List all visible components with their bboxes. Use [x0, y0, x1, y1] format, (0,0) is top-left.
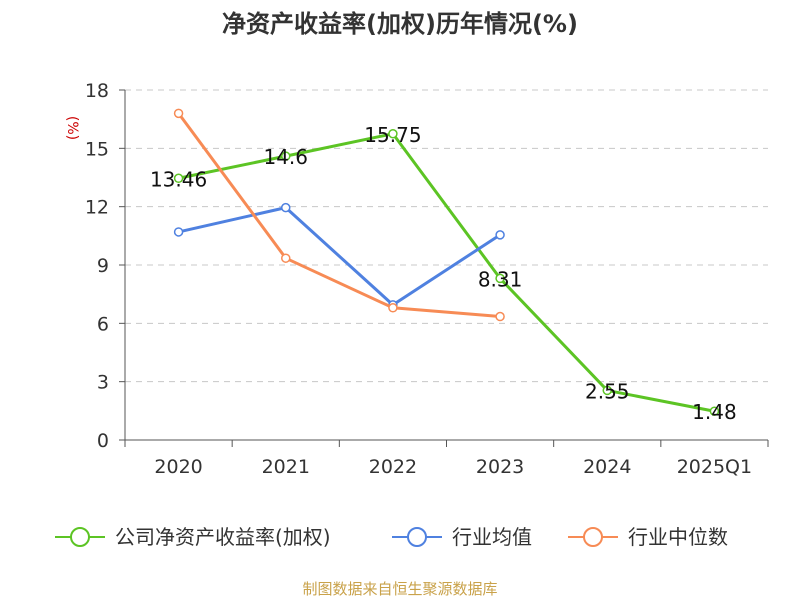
series-line [178, 206, 501, 307]
x-tick-label: 2025Q1 [677, 456, 752, 478]
data-point [173, 227, 184, 237]
legend-marker [407, 527, 427, 547]
legend-item: 公司净资产收益率(加权) [55, 525, 331, 549]
data-point [602, 385, 612, 396]
data-point [495, 230, 505, 240]
x-tick-label: 2021 [262, 456, 310, 478]
x-tick-label: 2024 [583, 456, 631, 478]
data-point [281, 253, 291, 263]
data-labels: 13.46 14.6 15.75 8.31 2.55 1.48 [150, 123, 737, 424]
series-line [177, 112, 501, 319]
y-tick-label: 3 [97, 372, 109, 394]
data-point [388, 303, 398, 313]
series-3 [173, 108, 505, 322]
legend-label: 行业中位数 [628, 525, 728, 549]
data-label: 1.48 [692, 400, 737, 424]
y-tick-label: 6 [97, 313, 109, 335]
data-point [173, 173, 184, 184]
data-label: 2.55 [585, 379, 630, 403]
legend-marker [583, 527, 603, 547]
series-1 [173, 129, 720, 416]
x-tick-label: 2023 [476, 456, 524, 478]
legend-marker [70, 527, 90, 547]
legend: 公司净资产收益率(加权) 行业均值 行业中位数 [55, 525, 728, 549]
data-point [173, 108, 184, 119]
y-tick-label: 9 [97, 255, 109, 277]
chart-title: 净资产收益率(加权)历年情况(%) [222, 10, 578, 38]
data-point [281, 202, 291, 213]
data-point [495, 273, 505, 284]
y-tick-label: 0 [97, 430, 109, 452]
series-line [178, 132, 715, 413]
y-axis-unit-label: (%) [64, 116, 80, 140]
y-tick-label: 18 [85, 80, 109, 102]
data-point [281, 151, 291, 161]
x-tick-label: 2020 [154, 456, 202, 478]
y-tick-label: 15 [85, 138, 109, 160]
data-label: 14.6 [263, 145, 308, 169]
data-label: 15.75 [364, 123, 421, 147]
legend-label: 公司净资产收益率(加权) [115, 525, 331, 549]
data-point [388, 129, 398, 139]
legend-item: 行业均值 [392, 525, 532, 549]
data-point [709, 406, 720, 416]
series-lines [173, 108, 720, 416]
grid-lines [125, 89, 768, 383]
data-point [495, 311, 505, 322]
axes: 0 3 6 9 12 15 18 2020 2021 2022 2023 2024 2025Q1 [85, 80, 769, 478]
data-label: 13.46 [150, 167, 207, 191]
data-label: 8.31 [478, 267, 523, 291]
y-tick-label: 12 [85, 197, 109, 219]
legend-item: 行业中位数 [568, 525, 728, 549]
source-note: 制图数据来自恒生聚源数据库 [302, 580, 497, 598]
legend-label: 行业均值 [452, 525, 532, 549]
x-tick-label: 2022 [369, 456, 417, 478]
